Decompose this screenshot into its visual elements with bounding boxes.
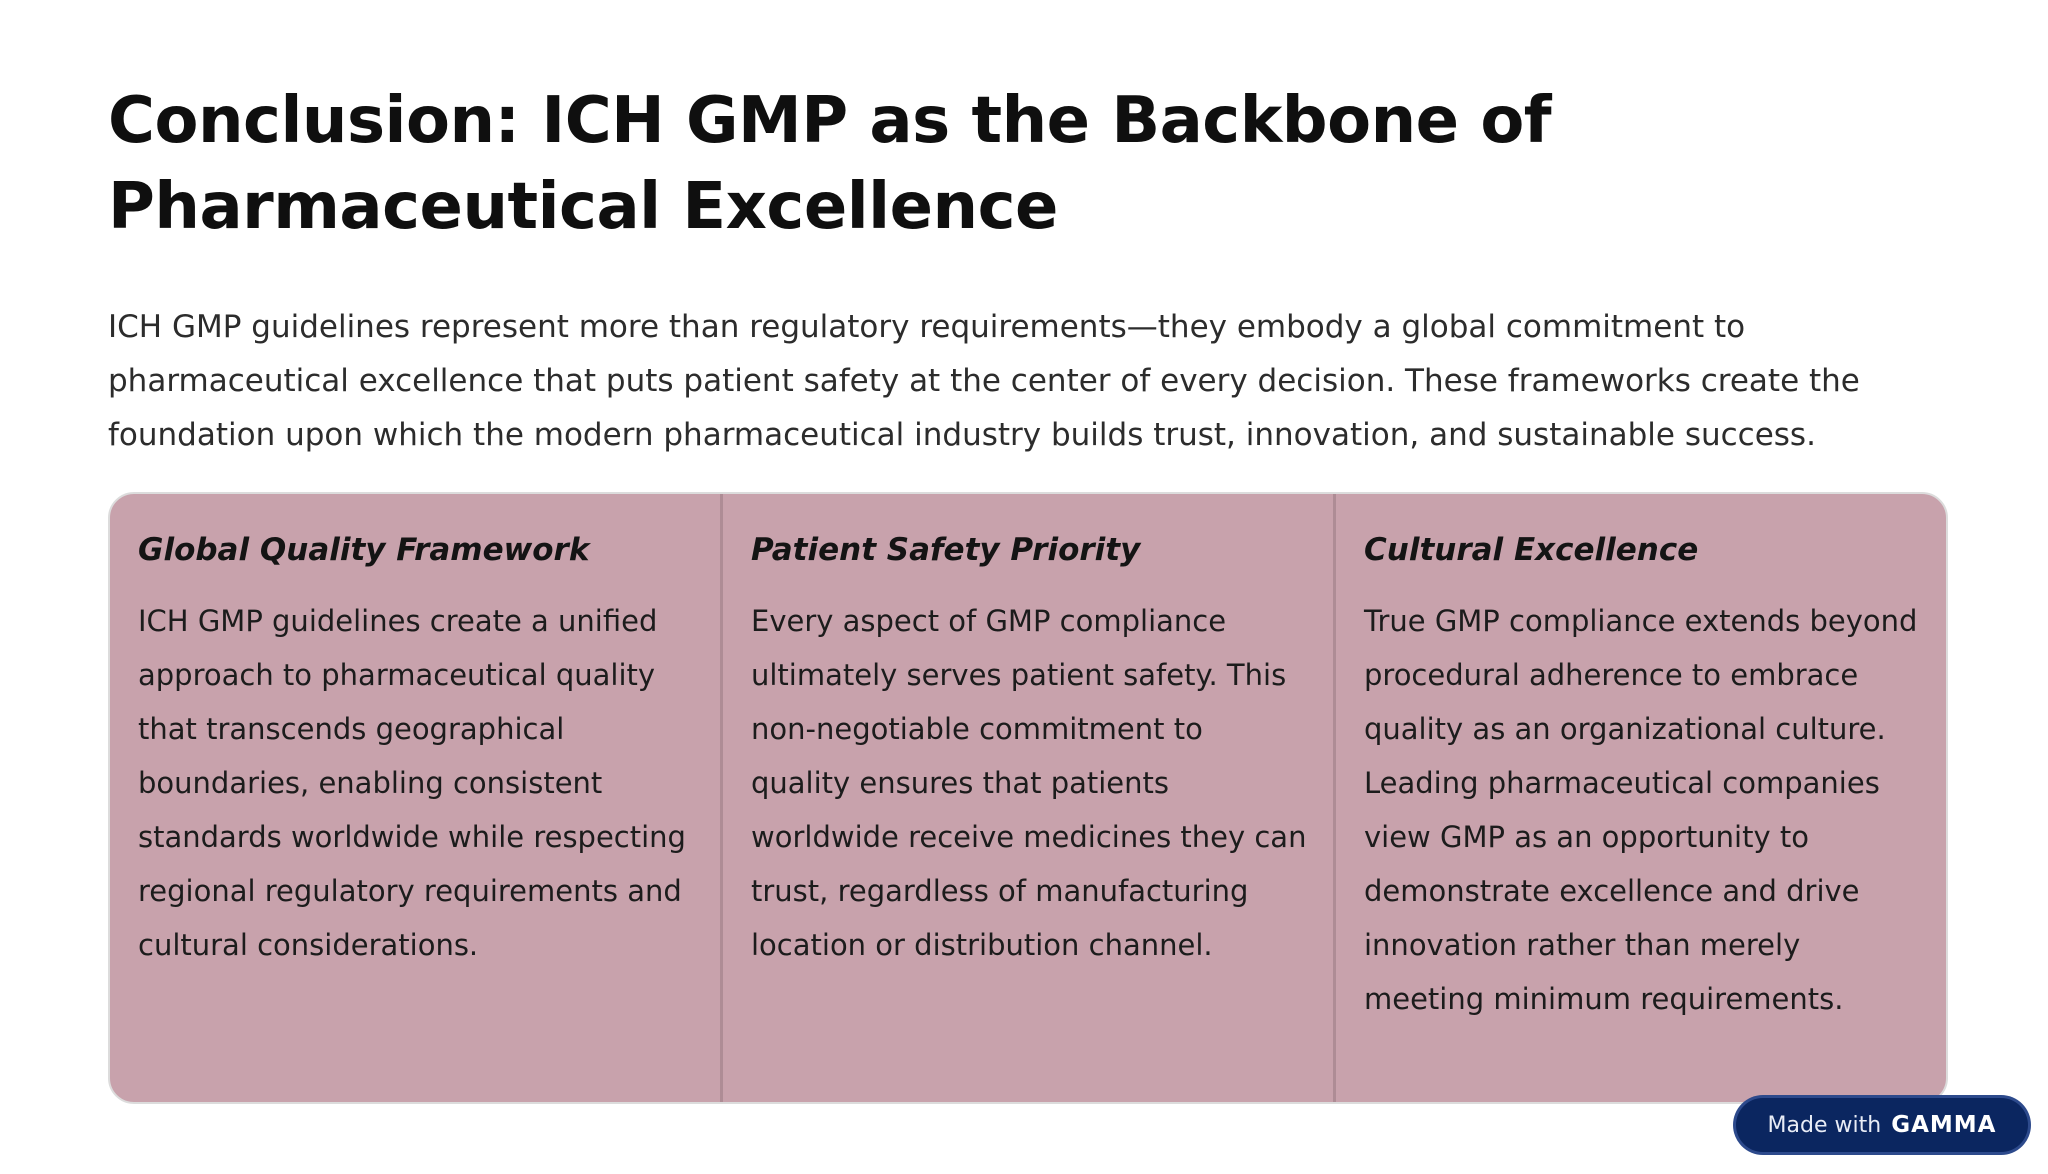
- pillar-body: ICH GMP guidelines create a unified appr…: [138, 604, 686, 962]
- pillar-heading: Global Quality Framework: [138, 532, 590, 568]
- pillar-cultural-excellence: Cultural Excellence True GMP compliance …: [1336, 494, 1946, 1102]
- pillar-heading: Patient Safety Priority: [751, 532, 1141, 568]
- intro-paragraph: ICH GMP guidelines represent more than r…: [108, 309, 1860, 453]
- page-title: Conclusion: ICH GMP as the Backbone of P…: [108, 84, 1552, 244]
- pillar-patient-safety-priority: Patient Safety Priority Every aspect of …: [723, 494, 1336, 1102]
- pillar-body: Every aspect of GMP compliance ultimatel…: [751, 604, 1307, 962]
- badge-made-with-label: Made with: [1767, 1112, 1882, 1138]
- pillar-heading: Cultural Excellence: [1364, 532, 1699, 568]
- pillar-body: True GMP compliance extends beyond proce…: [1364, 604, 1918, 1016]
- made-with-gamma-badge[interactable]: Made with GAMMA: [1736, 1098, 2028, 1152]
- gamma-logo: GAMMA: [1891, 1112, 1997, 1138]
- pillar-global-quality-framework: Global Quality Framework ICH GMP guideli…: [110, 494, 723, 1102]
- pillars-panel: Global Quality Framework ICH GMP guideli…: [108, 492, 1948, 1104]
